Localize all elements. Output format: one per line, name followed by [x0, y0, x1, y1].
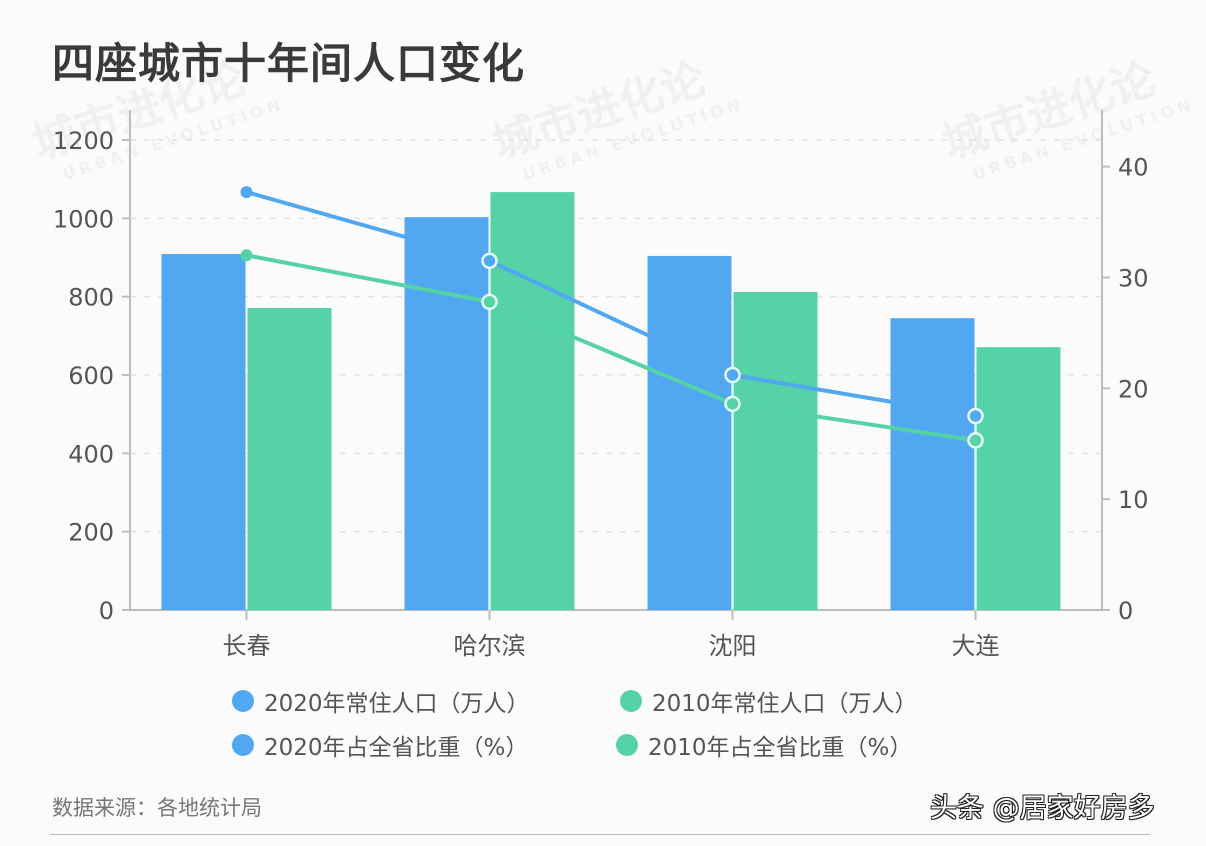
left-axis-tick-label: 1000 [53, 205, 114, 233]
legend-marker-icon [616, 734, 638, 756]
legend-label: 2010年占全省比重（%） [648, 735, 913, 761]
combo-chart: 0 200 400 600 800 1000 1200 0 10 20 30 40 长春 哈尔滨 沈阳 大连 [53, 110, 1149, 660]
bar[interactable] [247, 308, 332, 610]
bar[interactable] [890, 318, 975, 610]
left-axis-tick-label: 400 [68, 440, 114, 468]
category-label: 哈尔滨 [454, 632, 526, 660]
credit-watermark: 头条 @居家好房多 [930, 793, 1155, 824]
chart-title: 四座城市十年间人口变化 [52, 39, 526, 88]
right-axis-tick-label: 10 [1118, 486, 1149, 514]
bar[interactable] [733, 291, 818, 610]
right-axis-tick-label: 20 [1118, 375, 1149, 403]
legend-marker-icon [232, 734, 254, 756]
data-point[interactable] [240, 186, 253, 199]
left-axis-tick-label: 0 [99, 597, 114, 625]
legend-marker-icon [232, 690, 254, 712]
legend-item-2010-share[interactable]: 2010年占全省比重（%） [616, 728, 912, 762]
category-label: 长春 [223, 632, 271, 660]
legend-label: 2020年占全省比重（%） [264, 735, 529, 761]
legend-label: 2010年常住人口（万人） [652, 691, 918, 717]
data-point[interactable] [724, 395, 741, 413]
legend-marker-icon [620, 690, 642, 712]
bar[interactable] [647, 255, 732, 610]
legend-item-2010-population[interactable]: 2010年常住人口（万人） [620, 684, 918, 718]
left-axis-tick-label: 200 [68, 519, 114, 547]
data-point[interactable] [481, 252, 498, 270]
bar[interactable] [976, 347, 1061, 610]
right-axis-tick-label: 30 [1118, 264, 1149, 292]
data-point[interactable] [967, 432, 984, 449]
left-axis-tick-label: 1200 [53, 127, 114, 155]
legend-item-2020-share[interactable]: 2020年占全省比重（%） [232, 728, 528, 762]
data-point[interactable] [481, 293, 498, 311]
data-source: 数据来源：各地统计局 [52, 796, 262, 820]
left-axis-tick-label: 600 [68, 362, 114, 390]
legend-label: 2020年常住人口（万人） [264, 691, 530, 717]
category-label: 大连 [952, 632, 1000, 660]
legend-item-2020-population[interactable]: 2020年常住人口（万人） [232, 684, 530, 718]
line-series [245, 190, 976, 418]
bar[interactable] [404, 217, 489, 611]
data-point[interactable] [967, 407, 984, 425]
left-axis-tick-label: 800 [68, 284, 114, 312]
right-axis-tick-label: 40 [1118, 154, 1149, 182]
data-point[interactable] [724, 366, 741, 384]
line-series [246, 253, 976, 443]
right-axis-tick-label: 0 [1118, 597, 1133, 625]
divider [50, 834, 1150, 835]
bar[interactable] [161, 253, 246, 610]
data-point[interactable] [240, 249, 253, 262]
category-label: 沈阳 [709, 632, 757, 660]
bar[interactable] [490, 192, 575, 610]
